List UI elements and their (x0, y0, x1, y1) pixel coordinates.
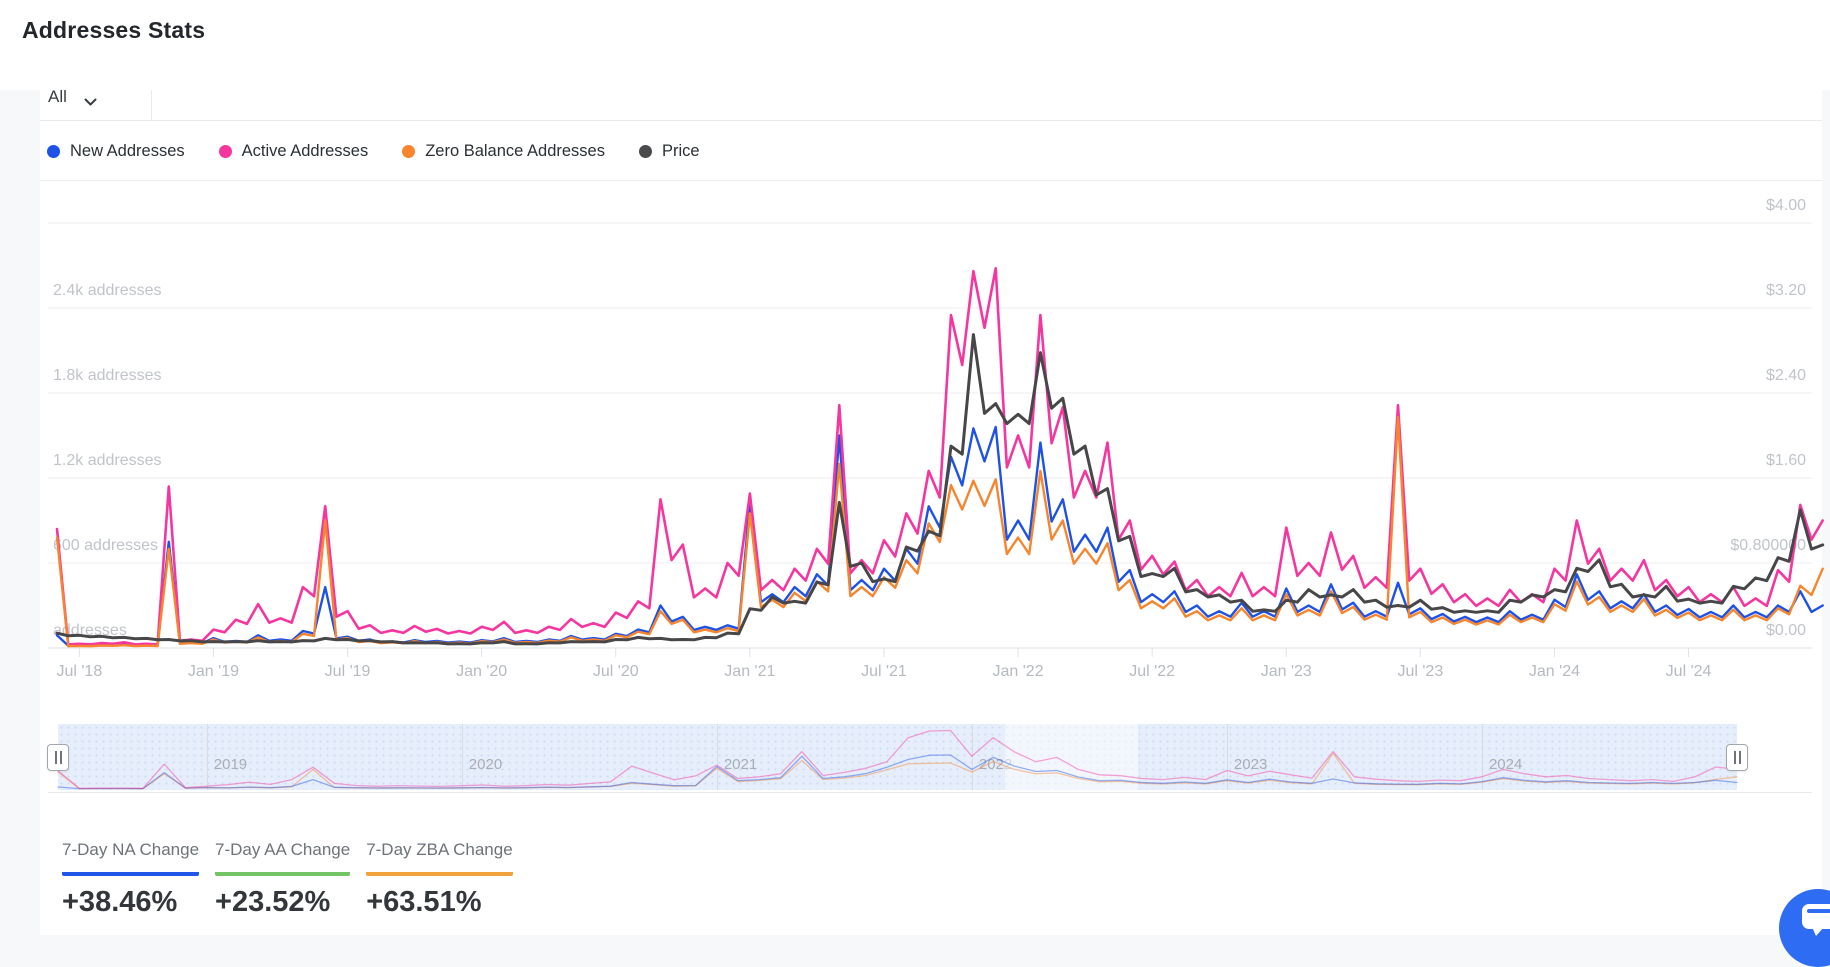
brush-year-label: 2019 (213, 756, 248, 773)
y-axis-addresses-label: addresses (53, 622, 127, 639)
brush-year-label: 2021 (723, 756, 758, 773)
x-axis-tick-label: Jul '22 (1129, 663, 1176, 680)
x-axis-tick-label: Jul '20 (592, 663, 639, 680)
brush-handle-right[interactable] (1726, 744, 1748, 771)
y-axis-addresses-label: 1.2k addresses (53, 452, 162, 469)
y-axis-addresses-label: 600 addresses (53, 537, 158, 554)
y-axis-addresses-label: 2.4k addresses (53, 282, 162, 299)
range-brush[interactable] (58, 724, 1737, 790)
chart-card: All New Addresses Active Addresses Zero … (40, 90, 1822, 935)
legend-label: New Addresses (70, 141, 185, 160)
x-axis-tick-label: Jan '23 (1260, 663, 1312, 680)
page-title: Addresses Stats (22, 17, 206, 43)
chevron-down-icon (84, 94, 97, 112)
filter-tab-row: All (40, 90, 1822, 121)
brush-year-line (1481, 724, 1483, 790)
brush-year-label: 2022 (978, 756, 1013, 773)
range-dropdown-label: All (48, 90, 67, 106)
x-axis-tick-label: Jan '24 (1528, 663, 1580, 680)
x-axis-tick-label: Jan '20 (456, 663, 508, 680)
page-header: Addresses Stats (0, 0, 1830, 90)
legend-item-new-addresses[interactable]: New Addresses (47, 142, 185, 161)
zero-balance-addresses-dot-icon (402, 144, 416, 158)
brush-year-label: 2023 (1233, 756, 1268, 773)
stat-value: +23.52% (215, 886, 331, 918)
stat-7day-aa-change: 7-Day AA Change +23.52% (215, 840, 351, 919)
brush-year-line (206, 724, 208, 790)
y-axis-price-label: $2.40 (1765, 367, 1806, 384)
brush-axis-line (48, 792, 1812, 793)
y-axis-price-label: $0.00 (1765, 622, 1806, 639)
x-axis-tick-label: Jul '24 (1665, 663, 1712, 680)
brush-year-label: 2024 (1488, 756, 1523, 773)
x-axis-tick-label: Jul '18 (56, 663, 103, 680)
legend-item-zero-balance-addresses[interactable]: Zero Balance Addresses (402, 142, 605, 161)
active-addresses-dot-icon (218, 144, 232, 158)
x-axis-tick-label: Jan '22 (992, 663, 1044, 680)
x-axis-tick-label: Jul '19 (324, 663, 371, 680)
new-addresses-dot-icon (47, 144, 60, 158)
legend-label: Price (661, 141, 700, 160)
brush-handle-left[interactable] (47, 744, 69, 771)
x-axis-tick-label: Jul '21 (861, 663, 907, 680)
y-axis-price-label: $3.20 (1765, 282, 1806, 299)
legend-label: Active Addresses (241, 141, 369, 160)
legend-item-price[interactable]: Price (638, 141, 700, 161)
brush-highlight (1005, 724, 1138, 790)
y-axis-addresses-label: 1.8k addresses (53, 367, 162, 384)
x-axis-tick-label: Jan '21 (724, 663, 776, 680)
legend-label: Zero Balance Addresses (425, 141, 605, 160)
brush-year-line (971, 724, 973, 790)
brush-year-line (461, 724, 463, 790)
brush-year-line (716, 724, 718, 790)
stat-7day-zba-change: 7-Day ZBA Change +63.51% (366, 840, 513, 919)
brush-year-label: 2020 (468, 756, 503, 773)
range-dropdown[interactable]: All (40, 90, 152, 120)
stats-row: 7-Day NA Change +38.46% 7-Day AA Change … (62, 840, 513, 919)
stat-label: 7-Day AA Change (215, 840, 351, 876)
price-dot-icon (638, 144, 652, 158)
brush-year-line (1226, 724, 1228, 790)
stat-label: 7-Day ZBA Change (366, 840, 513, 876)
y-axis-price-label: $1.60 (1765, 452, 1806, 469)
legend-item-active-addresses[interactable]: Active Addresses (218, 141, 369, 161)
chart-legend: New Addresses Active Addresses Zero Bala… (40, 122, 1822, 181)
stat-value: +38.46% (62, 886, 178, 918)
y-axis-price-label: $4.00 (1765, 197, 1806, 214)
stat-7day-na-change: 7-Day NA Change +38.46% (62, 840, 200, 919)
y-axis-price-label: $0.800000 (1730, 537, 1806, 554)
stat-label: 7-Day NA Change (62, 840, 200, 876)
stat-value: +63.51% (366, 886, 482, 918)
x-axis-tick-label: Jul '23 (1397, 663, 1444, 680)
x-axis-tick-label: Jan '19 (187, 663, 239, 680)
